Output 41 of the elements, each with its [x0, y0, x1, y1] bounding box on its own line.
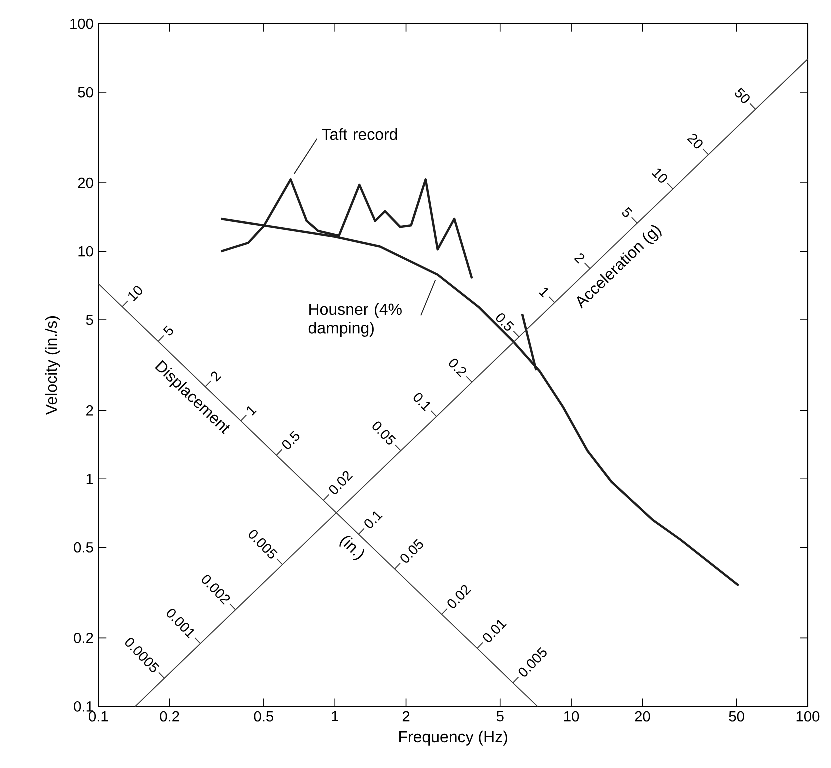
annotation: 5	[622, 207, 633, 218]
y-tick-label: 0.1	[74, 701, 94, 712]
text: Taft record	[322, 128, 398, 140]
x-tick-label: 20	[635, 711, 650, 722]
y-tick-label: 10	[78, 246, 94, 257]
y-tick-label: 1	[86, 474, 94, 484]
x-tick-label: 0.5	[254, 711, 274, 722]
y-tick-label: 100	[70, 18, 94, 30]
x-tick-label: 1	[332, 711, 338, 722]
annotation: 0.02	[448, 585, 472, 608]
x-tick-label: 5	[496, 711, 504, 722]
y-tick-label: 2	[86, 406, 94, 416]
y-tick-label: 20	[78, 178, 94, 188]
annotation: 0.1	[414, 393, 430, 412]
annotation: 0.1	[364, 511, 383, 528]
text: Housner (4% damping)	[308, 303, 402, 337]
x-tick-label: 50	[729, 711, 744, 722]
x-tick-label: 100	[796, 711, 820, 722]
annotation: 0.01	[483, 620, 507, 642]
y-axis-title: Velocity (in./s)	[45, 316, 60, 416]
annotation: 0.02	[329, 471, 354, 494]
annotation: 1	[539, 288, 549, 298]
y-tick-label: 50	[78, 87, 94, 98]
annotation: 0.2	[449, 358, 467, 378]
annotation: 0.05	[372, 422, 396, 445]
x-tick-label: 2	[402, 711, 410, 722]
annotation: 1	[247, 406, 257, 416]
annotation: (in.)	[340, 536, 364, 560]
annotation: 5	[163, 326, 174, 336]
x-tick-label: 0.2	[160, 711, 180, 722]
y-tick-label: 5	[86, 314, 94, 326]
annotation: 10	[652, 168, 668, 183]
annotation: 0.5	[282, 431, 300, 450]
y-tick-label: 0.5	[74, 542, 94, 553]
annotation: 20	[687, 134, 703, 149]
x-tick-label: 10	[564, 711, 580, 722]
annotation: 0.5	[496, 314, 514, 331]
annotation: 50	[735, 88, 750, 104]
x-axis-title: Frequency (Hz)	[400, 730, 508, 746]
y-tick-label: 0.2	[74, 633, 94, 644]
annotation: 10	[128, 286, 143, 302]
